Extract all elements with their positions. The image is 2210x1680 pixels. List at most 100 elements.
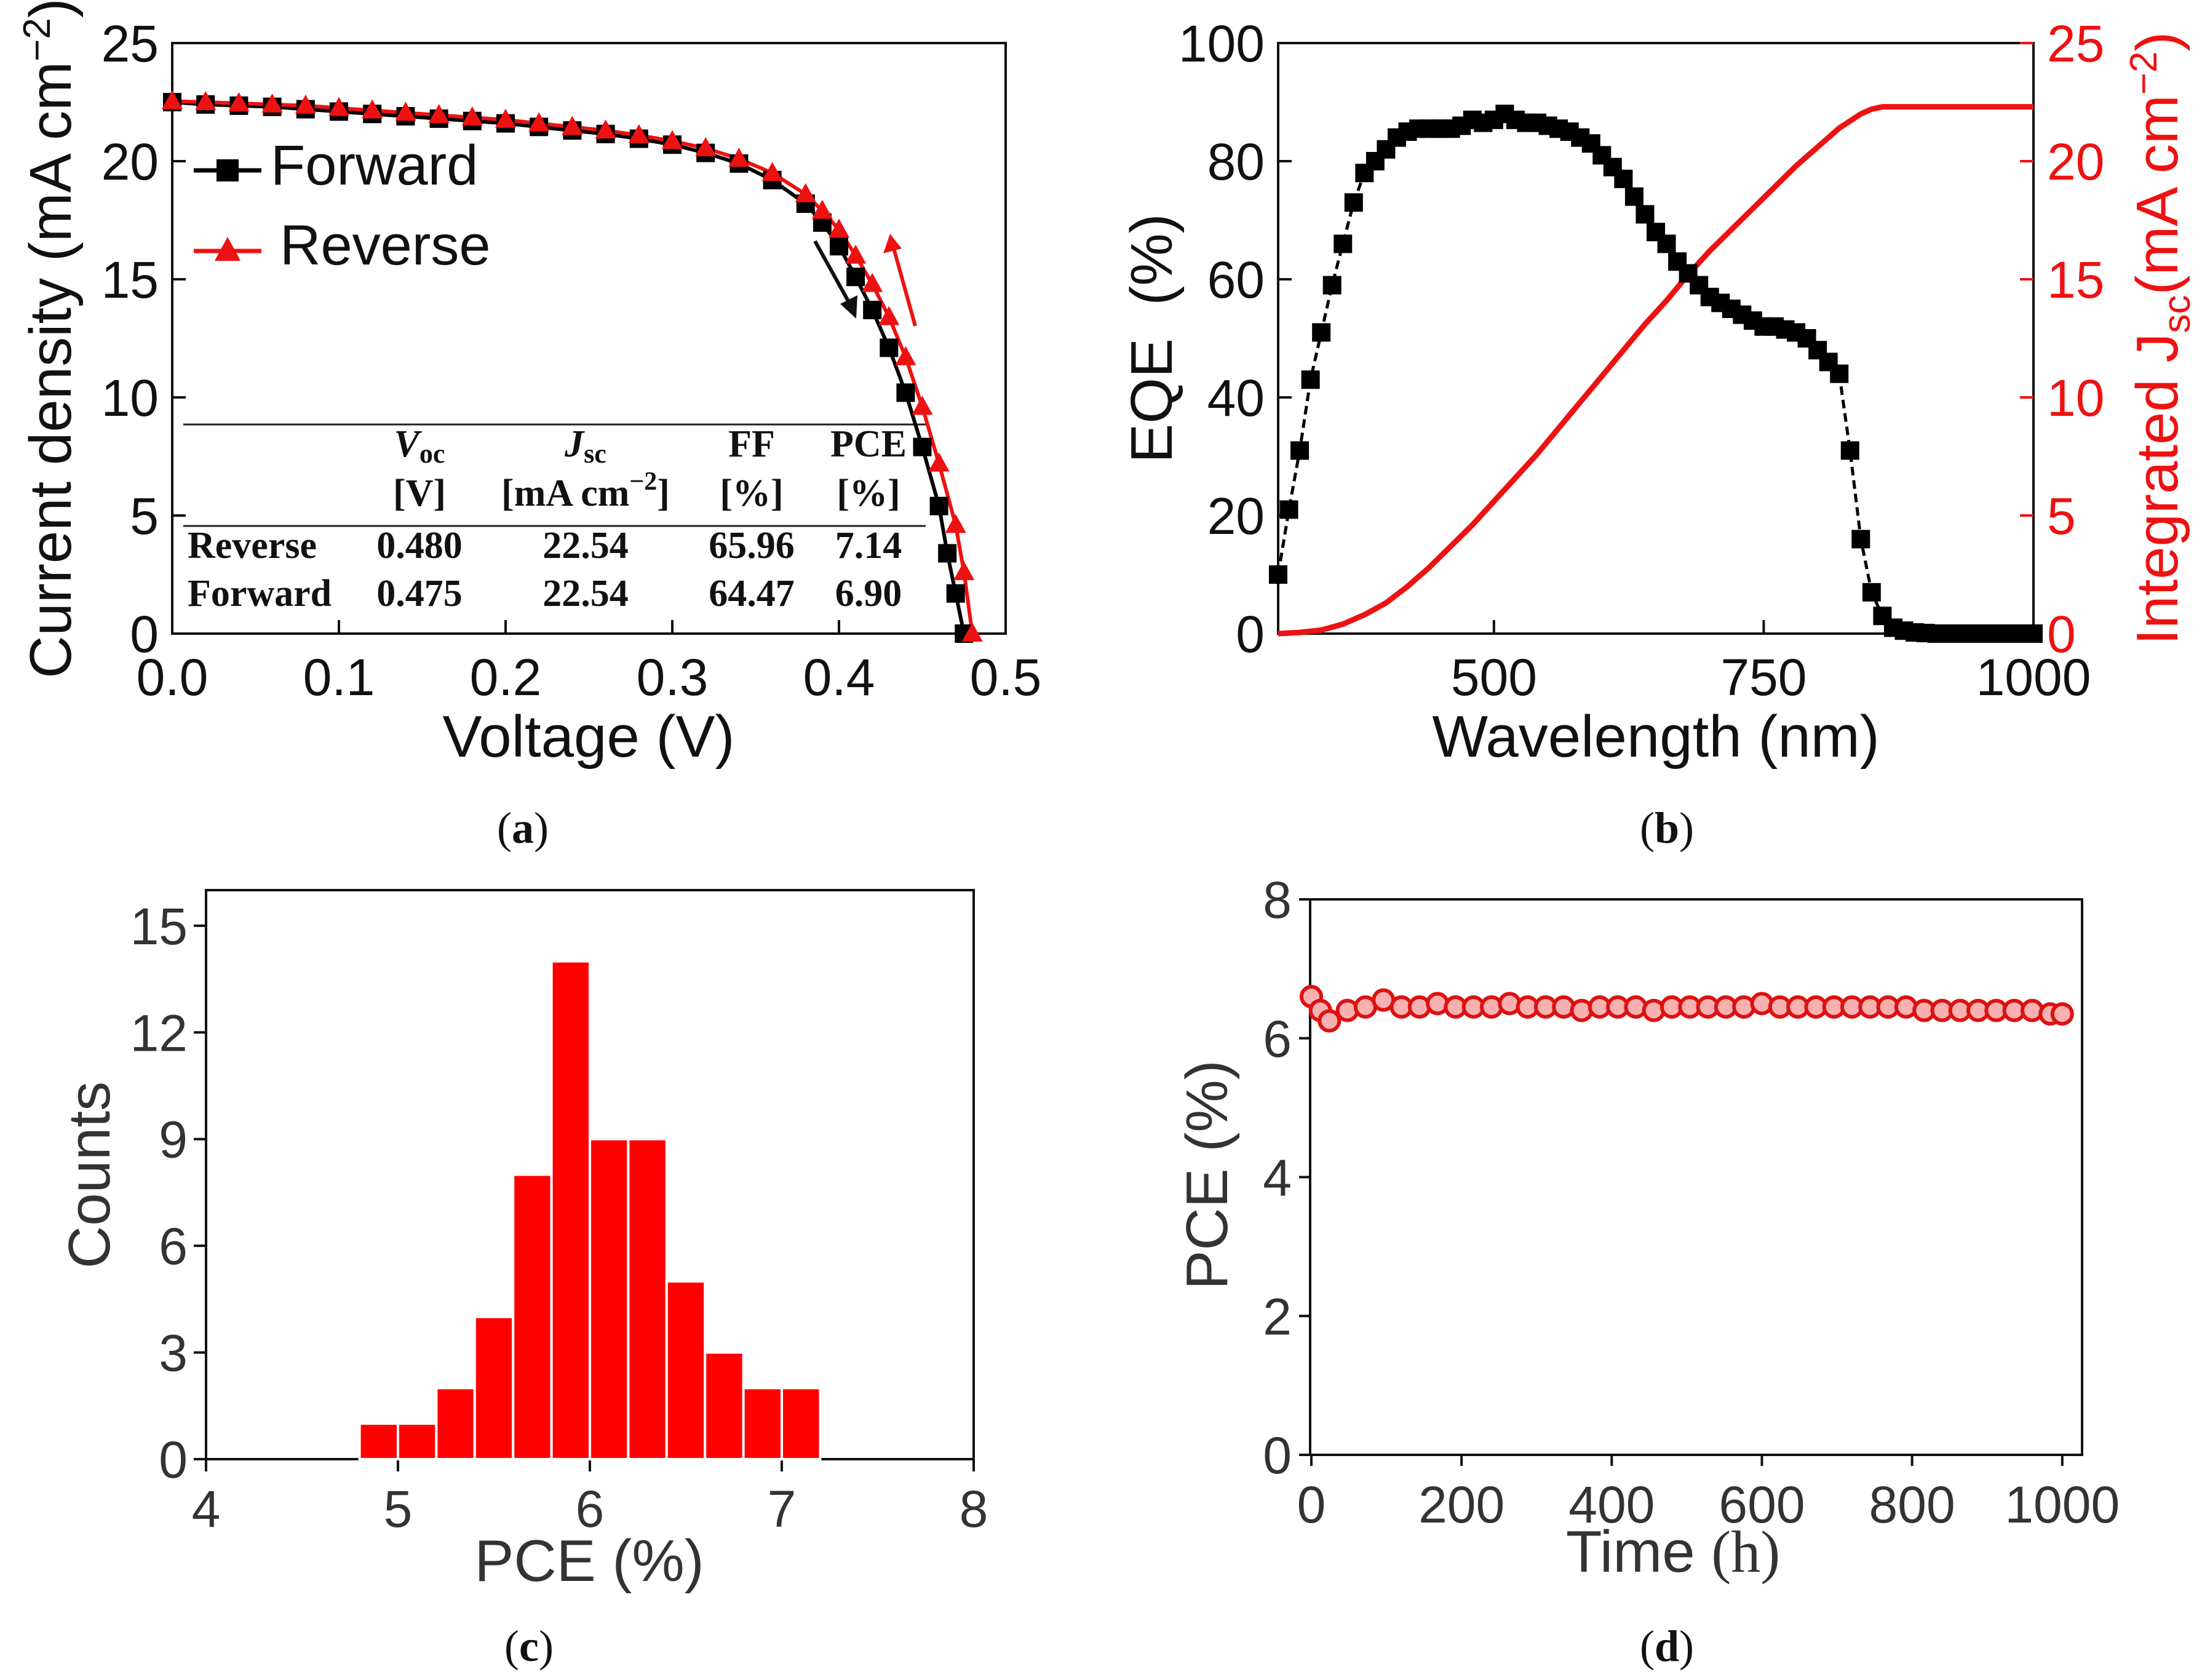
y-tick-label: 100 (1179, 15, 1265, 73)
data-point-eqe (1657, 234, 1676, 253)
data-point-reverse (528, 112, 550, 132)
x-tick-label: 1000 (2005, 1476, 2120, 1534)
data-point-reverse (795, 183, 816, 202)
voc-sub: oc (419, 439, 445, 469)
x-label-unit: (h) (1711, 1519, 1780, 1585)
y2-label-unit: (mA cm (2125, 95, 2190, 295)
panel-a-y-label-close: ) (18, 0, 84, 18)
data-point-reverse (895, 346, 916, 365)
data-point-reverse (261, 93, 283, 113)
y-tick-label: 4 (1263, 1149, 1292, 1207)
table-unit-voc: [V] (393, 472, 446, 514)
panel-c-bars (358, 960, 822, 1460)
y-tick-label: 6 (159, 1217, 188, 1275)
histogram-bar (550, 960, 591, 1460)
panel-c-y-tick-labels: 0 3 6 9 12 15 (130, 898, 188, 1489)
panel-b-ticks (1278, 42, 2035, 635)
data-point-eqe (1624, 187, 1644, 206)
histogram-bar (473, 1315, 515, 1460)
histogram-bar (781, 1387, 822, 1460)
panel-b-y2-axis-label: Integrated Jsc(mA cm−2) (2123, 32, 2198, 645)
histogram-bar (665, 1280, 707, 1460)
y-tick-label: 6 (1263, 1010, 1292, 1068)
data-point-reverse (362, 99, 383, 119)
data-point-forward (830, 237, 848, 256)
table-unit-pce: [%] (837, 472, 900, 514)
table-unit-ff: [%] (720, 472, 783, 514)
table-cell: 0.480 (376, 525, 463, 567)
table-cell: 65.96 (709, 525, 795, 567)
x-label-text: Time (1566, 1519, 1711, 1585)
data-point-forward (846, 268, 865, 287)
y2-tick-label: 10 (2047, 369, 2104, 427)
data-point-forward (913, 437, 932, 456)
histogram-bar (742, 1387, 783, 1460)
y2-tick-label: 25 (2047, 15, 2104, 73)
y2-tick-label: 0 (2047, 605, 2076, 663)
data-point-reverse (295, 94, 316, 114)
series-line-integrated-jsc (1278, 104, 2033, 637)
y-tick-label: 20 (101, 133, 159, 191)
panel-a-y-label-sup: −2 (16, 18, 58, 62)
histogram-bar (435, 1387, 476, 1460)
panel-c-caption: (c) (504, 1622, 554, 1671)
x-tick-label: 500 (1451, 648, 1537, 706)
reverse-scan-arrowhead (883, 234, 902, 253)
data-point-forward (938, 544, 957, 563)
data-point-eqe (1312, 323, 1331, 342)
y-tick-label: 15 (101, 251, 159, 309)
data-point-reverse (695, 137, 717, 156)
data-point-reverse (395, 102, 416, 121)
panel-a-scan-arrows (813, 234, 917, 327)
x-tick-label: 1000 (1976, 648, 2091, 706)
data-point-forward (929, 496, 948, 516)
panel-d-y-axis-label: PCE (%) (1174, 1060, 1240, 1289)
data-point-reverse (162, 90, 183, 109)
caption-letter: d (1655, 1622, 1679, 1671)
y-tick-label: 60 (1207, 251, 1265, 309)
y-tick-label: 12 (130, 1004, 188, 1062)
y2-label-close: ) (2125, 32, 2190, 52)
y2-label-text: Integrated J (2125, 333, 2190, 645)
data-point-reverse (728, 148, 750, 167)
table-row-label: Forward (188, 573, 332, 615)
data-point-reverse (628, 124, 650, 143)
x-tick-label: 7 (768, 1480, 797, 1538)
panel-b-y-axis-label: EQE (%) (1119, 213, 1185, 463)
data-point-eqe (2024, 624, 2043, 643)
data-point-eqe (1830, 364, 1849, 383)
panel-c-ticks (194, 924, 975, 1471)
y2-label-sub: sc (2156, 295, 2198, 333)
table-header-voc: Voc (394, 423, 445, 469)
caption-letter: a (512, 803, 534, 853)
data-point-reverse (662, 130, 683, 149)
y-tick-label: 15 (130, 898, 188, 955)
x-tick-label: 8 (960, 1480, 988, 1538)
data-point-forward (946, 584, 965, 603)
x-tick-label: 0.5 (970, 648, 1042, 706)
jsc-symbol: J (564, 423, 585, 465)
data-point-reverse (961, 623, 983, 642)
data-point-eqe (1614, 169, 1633, 188)
panel-a-series (162, 90, 983, 643)
legend-reverse-label: Reverse (280, 214, 491, 277)
panel-b-caption: (b) (1640, 803, 1694, 853)
x-tick-label: 4 (192, 1480, 221, 1538)
data-point-eqe (1344, 193, 1363, 212)
data-point-reverse (928, 452, 950, 472)
data-point-reverse (328, 97, 349, 116)
panel-a-jv-curve: 0.0 0.1 0.2 0.3 0.4 0.5 0 5 10 15 20 25 Voltage (V… (16, 0, 1042, 853)
panel-a-y-label-text: Current density (mA cm (18, 62, 84, 679)
panel-d-stability: 0 200 400 600 800 1000 0 2 4 6 8 Time (h) PCE (%)… (1174, 871, 2120, 1671)
caption-letter: c (519, 1622, 539, 1671)
y2-label-sup: −2 (2123, 51, 2165, 95)
table-unit-jsc: [mA cm−2] (501, 468, 670, 514)
reverse-scan-arrow (891, 245, 917, 327)
x-tick-label: 600 (1719, 1476, 1805, 1534)
legend-reverse-marker (215, 237, 240, 261)
series-line-eqe (1276, 112, 2033, 635)
jsc-unit-sup: −2 (629, 468, 657, 496)
table-cell: 7.14 (835, 525, 902, 567)
data-point-reverse (912, 396, 933, 415)
jsc-sub: sc (584, 439, 606, 469)
